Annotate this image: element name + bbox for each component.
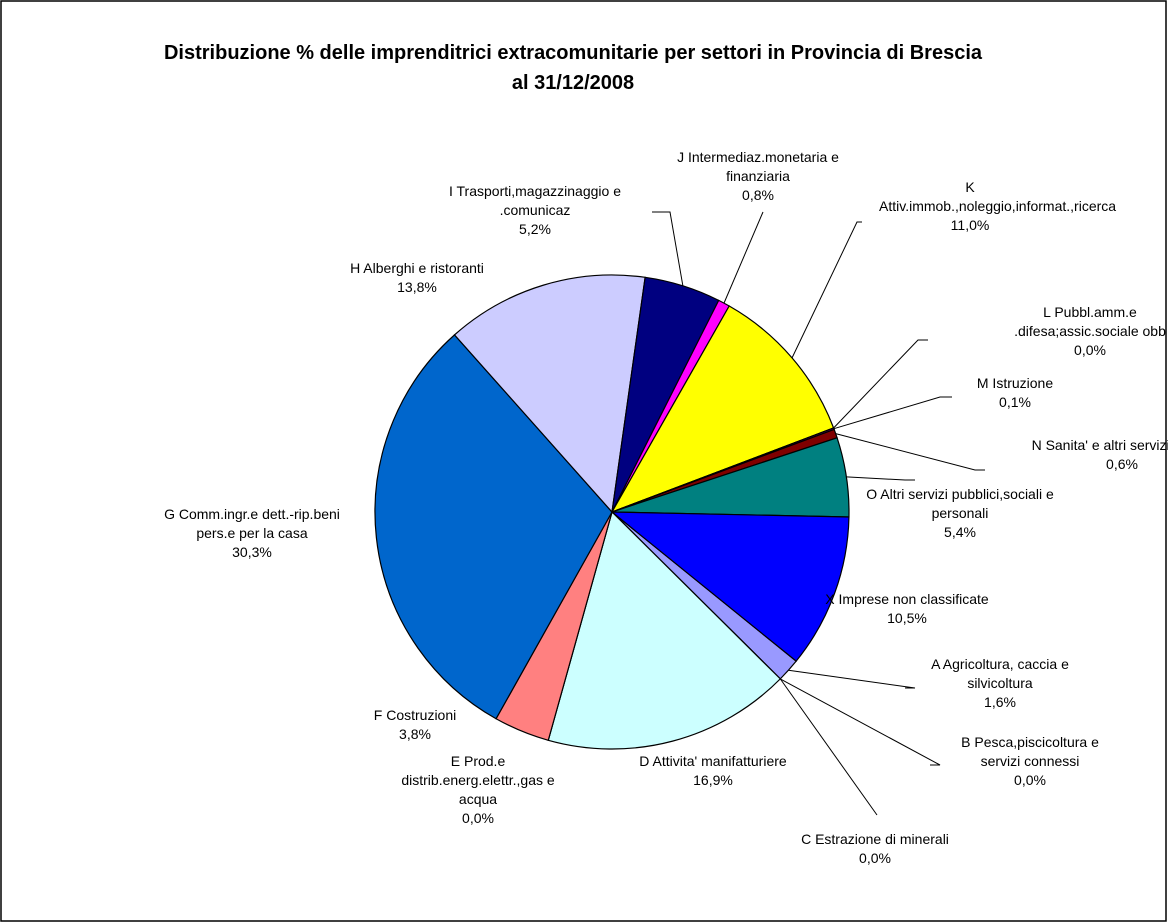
- value-label: 0,0%: [1074, 342, 1106, 358]
- category-label: I Trasporti,magazzinaggio e .comunicaz: [449, 183, 621, 218]
- value-label: 0,6%: [1106, 456, 1138, 472]
- value-label: 0,0%: [462, 810, 494, 826]
- leader-line: [652, 211, 684, 286]
- value-label: 0,0%: [1014, 772, 1046, 788]
- value-label: 0,0%: [859, 850, 891, 866]
- category-label: D Attivita' manifatturiere: [639, 753, 787, 769]
- leader-line: [779, 678, 878, 816]
- leader-line: [846, 476, 915, 481]
- data-label: L Pubbl.amm.e .difesa;assic.sociale obb 0…: [1000, 303, 1168, 360]
- category-label: M Istruzione: [976, 375, 1054, 391]
- category-label: G Comm.ingr.e dett.-rip.beni pers.e per …: [164, 506, 340, 541]
- leader-line: [833, 339, 928, 429]
- data-label: X Imprese non classificate 10,5%: [802, 590, 1012, 628]
- category-label: A Agricoltura, caccia e silvicoltura: [931, 656, 1069, 691]
- data-label: A Agricoltura, caccia e silvicoltura 1,6%: [910, 655, 1090, 712]
- value-label: 30,3%: [232, 544, 272, 560]
- category-label: C Estrazione di minerali: [801, 831, 949, 847]
- data-label: M Istruzione 0,1%: [950, 374, 1080, 412]
- category-label: X Imprese non classificate: [825, 591, 989, 607]
- value-label: 11,0%: [950, 217, 990, 233]
- value-label: 0,1%: [999, 394, 1031, 410]
- category-label: H Alberghi e ristoranti: [350, 260, 484, 276]
- value-label: 0,8%: [742, 187, 774, 203]
- pie-slice: [547, 510, 782, 750]
- leader-line: [791, 221, 862, 359]
- data-label: H Alberghi e ristoranti 13,8%: [322, 259, 512, 297]
- value-label: 3,8%: [399, 726, 431, 742]
- value-label: 10,5%: [887, 610, 927, 626]
- leader-line: [835, 433, 985, 471]
- category-label: B Pesca,piscicoltura e servizi connessi: [961, 734, 1099, 769]
- data-label: E Prod.e distrib.energ.elettr.,gas e acq…: [393, 752, 563, 828]
- value-label: 5,2%: [519, 221, 551, 237]
- data-label: J Intermediaz.monetaria e finanziaria 0,8…: [666, 148, 851, 205]
- data-label: K Attiv.immob.,noleggio,informat.,ricerc…: [879, 178, 1117, 235]
- category-label: J Intermediaz.monetaria e finanziaria: [677, 149, 839, 184]
- value-label: 1,6%: [984, 694, 1016, 710]
- chart-title: Distribuzione % delle imprenditrici extr…: [163, 42, 982, 94]
- leader-line: [723, 211, 764, 304]
- data-label: F Costruzioni 3,8%: [355, 706, 475, 744]
- category-label: E Prod.e distrib.energ.elettr.,gas e acq…: [401, 753, 555, 807]
- category-label: K Attiv.immob.,noleggio,informat.,ricerc…: [879, 179, 1117, 214]
- data-label: B Pesca,piscicoltura e servizi connessi 0…: [940, 733, 1120, 790]
- pie-slice: [453, 274, 646, 514]
- data-label: G Comm.ingr.e dett.-rip.beni pers.e per …: [147, 505, 357, 562]
- data-label: N Sanita' e altri servizi sociali 0,6%: [1030, 436, 1168, 474]
- pie-slice: [610, 305, 835, 514]
- leader-line: [788, 669, 916, 689]
- leader-line: [833, 396, 952, 430]
- leader-line: [780, 678, 941, 766]
- data-label: D Attivita' manifatturiere 16,9%: [613, 752, 813, 790]
- value-label: 5,4%: [944, 524, 976, 540]
- data-label: O Altri servizi pubblici,sociali e perso…: [865, 485, 1055, 542]
- pie-slice: [374, 334, 613, 720]
- pie-slice: [610, 511, 850, 662]
- category-label: L Pubbl.amm.e .difesa;assic.sociale obb: [1014, 304, 1166, 339]
- category-label: N Sanita' e altri servizi sociali: [1031, 437, 1168, 453]
- data-label: I Trasporti,magazzinaggio e .comunicaz 5,…: [428, 182, 643, 239]
- value-label: 16,9%: [693, 772, 733, 788]
- value-label: 13,8%: [397, 279, 437, 295]
- category-label: F Costruzioni: [373, 707, 457, 723]
- category-label: O Altri servizi pubblici,sociali e perso…: [866, 486, 1054, 521]
- data-label: C Estrazione di minerali 0,0%: [775, 830, 975, 868]
